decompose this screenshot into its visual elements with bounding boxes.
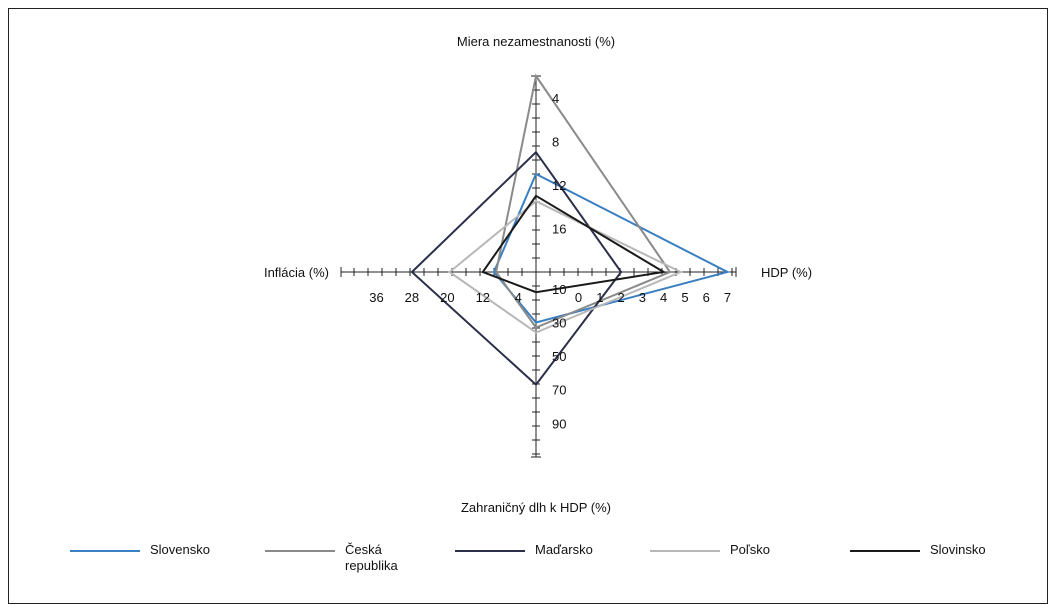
legend-swatch xyxy=(455,550,525,552)
legend-label: Poľsko xyxy=(730,542,770,557)
legend-swatch xyxy=(650,550,720,552)
series-polygon xyxy=(410,150,623,387)
tick-label: 4 xyxy=(660,290,667,305)
tick-label: 3 xyxy=(639,290,646,305)
tick-label: 4 xyxy=(515,290,522,305)
legend-swatch xyxy=(850,550,920,552)
legend-label: Česká republika xyxy=(345,542,398,573)
series-polygon xyxy=(495,73,672,329)
legend: Slovensko Česká republika Maďarsko Poľsk… xyxy=(70,540,1030,590)
legend-swatch xyxy=(265,550,335,552)
axis-title: Inflácia (%) xyxy=(264,265,329,280)
axis-title: Zahraničný dlh k HDP (%) xyxy=(461,500,611,515)
series-layer xyxy=(410,73,731,387)
axis-title: Miera nezamestnanosti (%) xyxy=(457,34,615,49)
axis-titles-layer: Miera nezamestnanosti (%) HDP (%) Zahranič… xyxy=(264,34,812,515)
tick-label: 1 xyxy=(596,290,603,305)
series-polygon xyxy=(447,200,684,334)
tick-label: 2 xyxy=(617,290,624,305)
tick-label: 30 xyxy=(552,315,566,330)
tick-label: 0 xyxy=(575,290,582,305)
series-polygon xyxy=(481,194,667,294)
tick-label: 10 xyxy=(552,282,566,297)
tick-label: 90 xyxy=(552,416,566,431)
tick-label: 16 xyxy=(552,221,566,236)
tick-label: 36 xyxy=(369,290,383,305)
tick-label: 20 xyxy=(440,290,454,305)
tick-label: 12 xyxy=(476,290,490,305)
tick-label: 6 xyxy=(703,290,710,305)
legend-label: Slovinsko xyxy=(930,542,986,557)
tick-label: 12 xyxy=(552,178,566,193)
legend-label: Slovensko xyxy=(150,542,210,557)
chart-frame xyxy=(8,8,1048,604)
axes-layer xyxy=(340,75,737,458)
legend-swatch xyxy=(70,550,140,552)
tick-label: 70 xyxy=(552,383,566,398)
axis-title: HDP (%) xyxy=(761,265,812,280)
tick-label: 7 xyxy=(724,290,731,305)
series-polygon xyxy=(492,172,731,324)
tick-label: 4 xyxy=(552,91,559,106)
tick-label: 28 xyxy=(405,290,419,305)
tick-label: 50 xyxy=(552,349,566,364)
tick-label: 5 xyxy=(681,290,688,305)
tick-label: 8 xyxy=(552,134,559,149)
legend-label: Maďarsko xyxy=(535,542,593,557)
